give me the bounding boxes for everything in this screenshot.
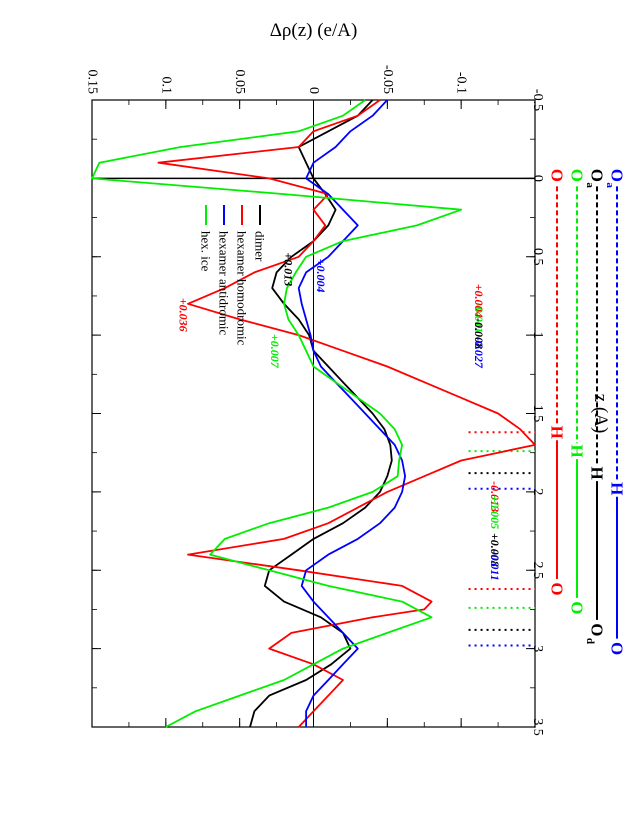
data-annotation: +0.004 [314,259,328,293]
y-tick-label: -0.1 [454,72,469,94]
data-annotation: +0.004 [472,284,486,318]
chain-atom-label: O [588,169,607,182]
data-annotation: +0.008 [488,533,502,567]
y-tick-label: 0 [306,87,321,94]
x-tick-label: -0.5 [530,89,545,111]
chain-atom-label: O [548,169,567,182]
y-tick-label: 0.1 [158,77,173,95]
data-annotation: -0.027 [472,337,486,369]
chain-atom-label: O [568,169,587,182]
data-annotation: +0.007 [268,334,282,369]
y-axis-title: Δρ(z) (e/A) [270,20,358,41]
data-annotation: +0.005 [488,495,502,529]
x-axis-title: z (A) [590,394,611,434]
chain-atom-subscript: d [584,638,596,644]
data-annotation: -0.011 [488,550,502,580]
x-tick-label: 3.5 [530,718,545,736]
chain-atom-label: O [608,642,627,655]
data-annotation: -0.011 [472,303,486,333]
y-tick-label: 0.15 [85,70,100,95]
x-tick-label: 2.5 [530,562,545,580]
chain-atom-label: O [548,582,567,595]
legend-label: dimer [253,231,268,262]
legend-label: hexamer antidromic [217,231,232,336]
chain-atom-label: H [608,482,627,495]
legend-label: hex. ice [199,231,214,272]
series-line-3 [91,99,463,728]
y-tick-label: -0.05 [380,65,395,94]
data-annotation: +0.036 [177,298,191,332]
chain-atom-label: O [608,169,627,182]
y-tick-label: 0.05 [232,69,247,94]
legend-label: hexamer homodromic [235,231,250,346]
chain-atom-label: O [568,601,587,614]
x-tick-label: 2 [530,488,545,495]
chain-atom-subscript: a [584,182,596,188]
series-line-2 [297,99,407,727]
series-line-1 [157,99,536,728]
chain-atom-subscript: a [604,182,616,188]
chain-atom-label: O [588,623,607,636]
x-tick-label: 1.5 [530,405,545,423]
x-tick-label: 0 [530,175,545,182]
x-tick-label: 3 [530,645,545,652]
data-annotation: -0.013 [488,481,502,512]
x-tick-label: 0.5 [530,248,545,266]
data-annotation: -0.008 [472,318,486,349]
chain-atom-label: H [568,445,587,458]
x-tick-label: 1 [530,332,545,339]
series-line-0 [249,99,393,728]
chain-atom-label: H [588,466,607,479]
chain-atom-label: H [548,426,567,439]
data-annotation: +0.013 [281,252,295,286]
